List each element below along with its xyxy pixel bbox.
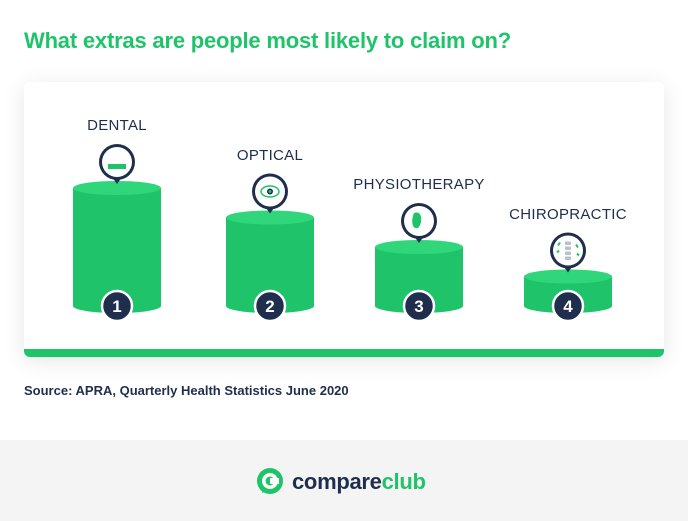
podium-top — [375, 240, 463, 254]
category-label: OPTICAL — [236, 146, 304, 164]
podium-top — [226, 210, 314, 225]
rank-badge — [253, 289, 287, 323]
podium-chart: 1 2 3 4 — [73, 144, 612, 323]
compareclub-wordmark: compareclub — [292, 469, 426, 494]
podium-bar — [73, 188, 161, 313]
rank-number: 3 — [414, 297, 423, 316]
footer — [0, 440, 688, 521]
rank-badge — [402, 289, 436, 323]
podium-top — [73, 181, 161, 195]
rank-number: 2 — [265, 297, 274, 316]
category-label: DENTAL — [87, 117, 147, 134]
rank-number: 4 — [563, 297, 573, 316]
podium-bar — [226, 217, 314, 313]
eye-icon — [252, 173, 288, 214]
podium-column: 3 — [375, 203, 463, 323]
podium-column: 4 — [524, 232, 612, 323]
podium-column: 1 — [73, 144, 161, 323]
rank-badge — [100, 289, 134, 323]
compareclub-logo: compareclub — [254, 466, 426, 498]
chart-title: What extras are people most likely to cl… — [24, 28, 511, 53]
category-label: CHIROPRACTIC — [509, 205, 627, 223]
foot-icon — [401, 203, 437, 243]
card-accent-bar — [24, 349, 664, 357]
podium-top — [524, 269, 612, 284]
source-note: Source: APRA, Quarterly Health Statistic… — [24, 383, 349, 398]
rank-badge — [551, 289, 585, 323]
rank-number: 1 — [112, 297, 121, 316]
compareclub-logo-icon — [257, 468, 283, 494]
podium-column: 2 — [226, 173, 314, 323]
podium-bar — [375, 247, 463, 313]
tooth-icon — [99, 144, 135, 184]
spine-icon — [550, 232, 586, 273]
category-label: PHYSIOTHERAPY — [353, 176, 485, 193]
